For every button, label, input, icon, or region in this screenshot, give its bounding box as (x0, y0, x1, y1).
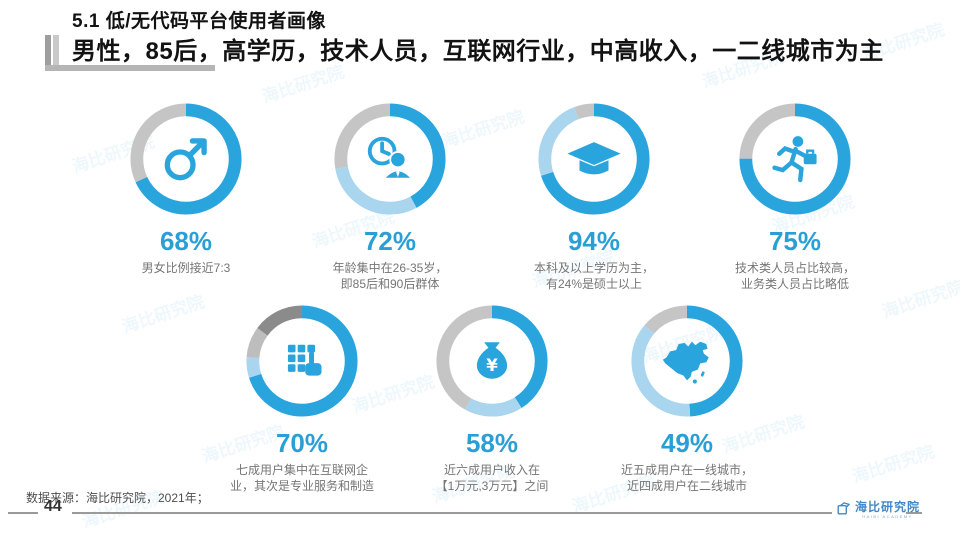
male-icon (127, 100, 245, 218)
donut-chart-region (628, 302, 746, 420)
stat-card-industry: 70% 七成用户集中在互联网企 业，其次是专业服务和制造 (204, 302, 400, 494)
percent-value: 72% (363, 226, 417, 256)
stat-caption: 本科及以上学历为主， 有24%是硕士以上 (533, 261, 654, 292)
donut-chart-profession (736, 100, 854, 218)
stat-card-age: 72% 年龄集中在26-35岁， 即85后和90后群体 (292, 100, 488, 292)
percent-value: 58% (465, 428, 519, 458)
page-number: 44 (44, 498, 62, 515)
donut-ring (246, 305, 358, 417)
company-logo: 海比研究院 HAIBI ACADEMY (836, 500, 921, 521)
watermark-text: 海比研究院 (119, 292, 207, 337)
donut-chart-income: ¥ (433, 302, 551, 420)
china-map-icon (628, 302, 746, 420)
stat-caption: 近六成用户收入在 【1万元,3万元】之间 (435, 463, 549, 494)
page-subtitle: 男性，85后，高学历，技术人员，互联网行业，中高收入，一二线城市为主 (72, 38, 884, 65)
donut-ring (436, 305, 548, 417)
percent-value: 70% (275, 428, 329, 458)
donut-ring (334, 103, 446, 215)
stat-caption: 男女比例接近7:3 (141, 261, 231, 275)
percent-value: 68% (159, 226, 213, 256)
stat-card-education: 94% 本科及以上学历为主， 有24%是硕士以上 (496, 100, 692, 292)
donut-ring (538, 103, 650, 215)
keypad-hand-icon (243, 302, 361, 420)
data-source-note: 数据来源：海比研究院，2021年； (26, 491, 209, 505)
donut-ring (631, 305, 743, 417)
page-title: 5.1 低/无代码平台使用者画像 (72, 11, 326, 32)
education-icon (535, 100, 653, 218)
stat-caption: 七成用户集中在互联网企 业，其次是专业服务和制造 (229, 463, 374, 494)
donut-ring (739, 103, 851, 215)
donut-chart-industry (243, 302, 361, 420)
logo-name: 海比研究院 (855, 500, 921, 514)
svg-text:¥: ¥ (486, 356, 498, 375)
stat-card-region: 49% 近五成用户在一线城市， 近四成用户在二线城市 (589, 302, 785, 494)
money-bag-icon: ¥ (433, 302, 551, 420)
logo-tagline: HAIBI ACADEMY (862, 514, 913, 520)
stat-card-profession: 75% 技术类人员占比较高， 业务类人员占比略低 (697, 100, 893, 292)
watermark-text: 海比研究院 (849, 442, 937, 487)
stat-caption: 近五成用户在一线城市， 近四成用户在二线城市 (620, 463, 753, 494)
footer-line (906, 512, 922, 514)
businessman-running-icon (736, 100, 854, 218)
donut-ring (130, 103, 242, 215)
logo-cube-icon (836, 501, 851, 521)
donut-chart-gender (127, 100, 245, 218)
donut-chart-education (535, 100, 653, 218)
stat-caption: 技术类人员占比较高， 业务类人员占比略低 (734, 261, 855, 292)
stat-card-income: ¥ 58% 近六成用户收入在 【1万元,3万元】之间 (394, 302, 590, 494)
age-group-icon (331, 100, 449, 218)
percent-value: 94% (567, 226, 621, 256)
stat-caption: 年龄集中在26-35岁， 即85后和90后群体 (332, 261, 448, 292)
decoration-bar (45, 65, 215, 71)
stat-card-gender: 68% 男女比例接近7:3 (88, 100, 284, 276)
percent-value: 75% (768, 226, 822, 256)
donut-chart-age (331, 100, 449, 218)
percent-value: 49% (660, 428, 714, 458)
footer-line (8, 512, 38, 514)
decoration-bar (45, 35, 51, 69)
footer-line (72, 512, 832, 514)
decoration-bar (53, 35, 59, 69)
